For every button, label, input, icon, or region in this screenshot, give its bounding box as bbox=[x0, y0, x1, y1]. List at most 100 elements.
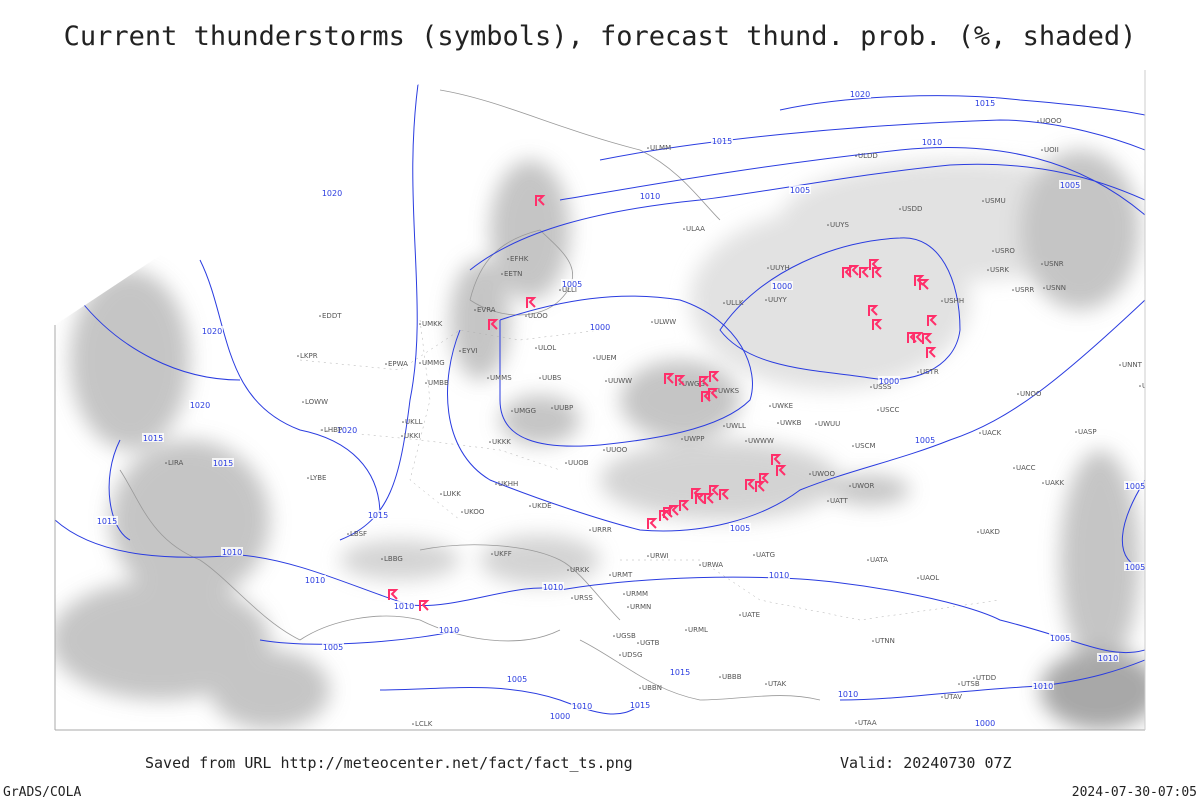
isobar-label: 1005 bbox=[1050, 634, 1070, 643]
station-label: UMMG bbox=[422, 359, 445, 367]
station-dot bbox=[739, 614, 741, 616]
station-dot bbox=[651, 321, 653, 323]
station-dot bbox=[619, 654, 621, 656]
station-dot bbox=[402, 421, 404, 423]
station-label: UWPP bbox=[684, 435, 705, 443]
thunderstorm-symbol bbox=[745, 479, 756, 490]
station-dot bbox=[474, 309, 476, 311]
station-label: URMT bbox=[612, 571, 633, 579]
station-label: LIRA bbox=[168, 459, 184, 467]
station-label: UMGG bbox=[514, 407, 536, 415]
isobar-label-bg bbox=[212, 458, 234, 467]
station-label: UOOO bbox=[1040, 117, 1062, 125]
station-dot bbox=[571, 597, 573, 599]
station-dot bbox=[381, 558, 383, 560]
station-dot bbox=[589, 529, 591, 531]
probability-shading bbox=[55, 150, 1145, 730]
station-label: UDSG bbox=[622, 651, 642, 659]
isobar-label-bg bbox=[837, 689, 859, 698]
station-dot bbox=[609, 574, 611, 576]
station-dot bbox=[613, 635, 615, 637]
station-label: USRO bbox=[995, 247, 1015, 255]
station-label: LBBG bbox=[384, 555, 403, 563]
thunderstorm-symbol bbox=[488, 319, 499, 330]
station-label: EDDT bbox=[322, 312, 342, 320]
station-dot bbox=[487, 377, 489, 379]
station-label: UUOO bbox=[606, 446, 628, 454]
station-dot bbox=[593, 357, 595, 359]
isobar-label-bg bbox=[304, 575, 326, 584]
station-label: UGTB bbox=[640, 639, 660, 647]
station-label: LBSF bbox=[350, 530, 367, 538]
station-label: URSS bbox=[574, 594, 593, 602]
station-dot bbox=[1012, 289, 1014, 291]
station-dot bbox=[992, 250, 994, 252]
isobar-label-bg bbox=[639, 191, 661, 200]
isobar-label: 1010 bbox=[305, 576, 325, 585]
thunderstorm-symbol bbox=[719, 489, 730, 500]
isobar-label-bg bbox=[571, 701, 593, 710]
station-label: UBBN bbox=[642, 684, 662, 692]
isobar-label: 1020 bbox=[322, 189, 342, 198]
thunderstorm-symbol bbox=[859, 267, 870, 278]
station-label: USCC bbox=[880, 406, 899, 414]
isobar-label-bg bbox=[506, 674, 528, 683]
thunderstorm-symbol bbox=[913, 332, 924, 343]
thunderstorm-symbols bbox=[388, 195, 938, 611]
isobar-label: 1005 bbox=[507, 675, 527, 684]
station-label: UTSB bbox=[961, 680, 980, 688]
station-label: LCLK bbox=[415, 720, 433, 728]
station-label: UWWW bbox=[748, 437, 774, 445]
station-label: EVRA bbox=[477, 306, 496, 314]
isobar-label: 1020 bbox=[190, 401, 210, 410]
isobar-label: 1020 bbox=[202, 327, 222, 336]
isobar-label-bg bbox=[1097, 653, 1119, 662]
station-dot bbox=[917, 577, 919, 579]
station-dot bbox=[855, 155, 857, 157]
station-label: UWKS bbox=[718, 387, 740, 395]
station-label: UTNN bbox=[875, 637, 895, 645]
station-dot bbox=[769, 405, 771, 407]
isobar-label: 1005 bbox=[323, 643, 343, 652]
station-dot bbox=[1075, 431, 1077, 433]
station-label: UMMS bbox=[490, 374, 512, 382]
station-label: URMN bbox=[630, 603, 651, 611]
station-label: UNOO bbox=[1020, 390, 1042, 398]
station-dot bbox=[815, 423, 817, 425]
station-label: UMBB bbox=[428, 379, 449, 387]
station-dot bbox=[495, 483, 497, 485]
station-label: ULMM bbox=[650, 144, 671, 152]
isobar-label-bg bbox=[221, 547, 243, 556]
isobar-label: 1015 bbox=[630, 701, 650, 710]
station-label: UAKD bbox=[980, 528, 1000, 536]
station-label: LYBE bbox=[310, 474, 326, 482]
isobar-label-bg bbox=[189, 400, 211, 409]
station-dot bbox=[529, 505, 531, 507]
isobar-label: 1005 bbox=[790, 186, 810, 195]
station-dot bbox=[753, 554, 755, 556]
station-label: UKOO bbox=[464, 508, 485, 516]
station-dot bbox=[681, 438, 683, 440]
isobar-label-bg bbox=[561, 279, 583, 288]
station-label: UTAK bbox=[768, 680, 787, 688]
thunderstorm-symbol bbox=[388, 589, 399, 600]
isobar-label-bg bbox=[629, 700, 651, 709]
thunderstorm-symbol bbox=[695, 493, 706, 504]
station-dot bbox=[525, 315, 527, 317]
station-label: UTAV bbox=[944, 693, 962, 701]
thunderstorm-symbol bbox=[419, 600, 430, 611]
thunderstorm-symbol bbox=[922, 333, 933, 344]
thunderstorm-symbol bbox=[675, 375, 686, 386]
isobar-label: 1020 bbox=[850, 90, 870, 99]
station-label: UAOL bbox=[920, 574, 939, 582]
isobar-label: 1010 bbox=[543, 583, 563, 592]
station-dot bbox=[1041, 263, 1043, 265]
station-dot bbox=[852, 445, 854, 447]
isobar-label: 1015 bbox=[97, 517, 117, 526]
station-label: USRK bbox=[990, 266, 1009, 274]
station-dot bbox=[899, 208, 901, 210]
source-url: Saved from URL http://meteocenter.net/fa… bbox=[145, 754, 633, 772]
station-label: UUYS bbox=[830, 221, 850, 229]
station-dot bbox=[767, 267, 769, 269]
thunderstorm-symbol bbox=[926, 347, 937, 358]
